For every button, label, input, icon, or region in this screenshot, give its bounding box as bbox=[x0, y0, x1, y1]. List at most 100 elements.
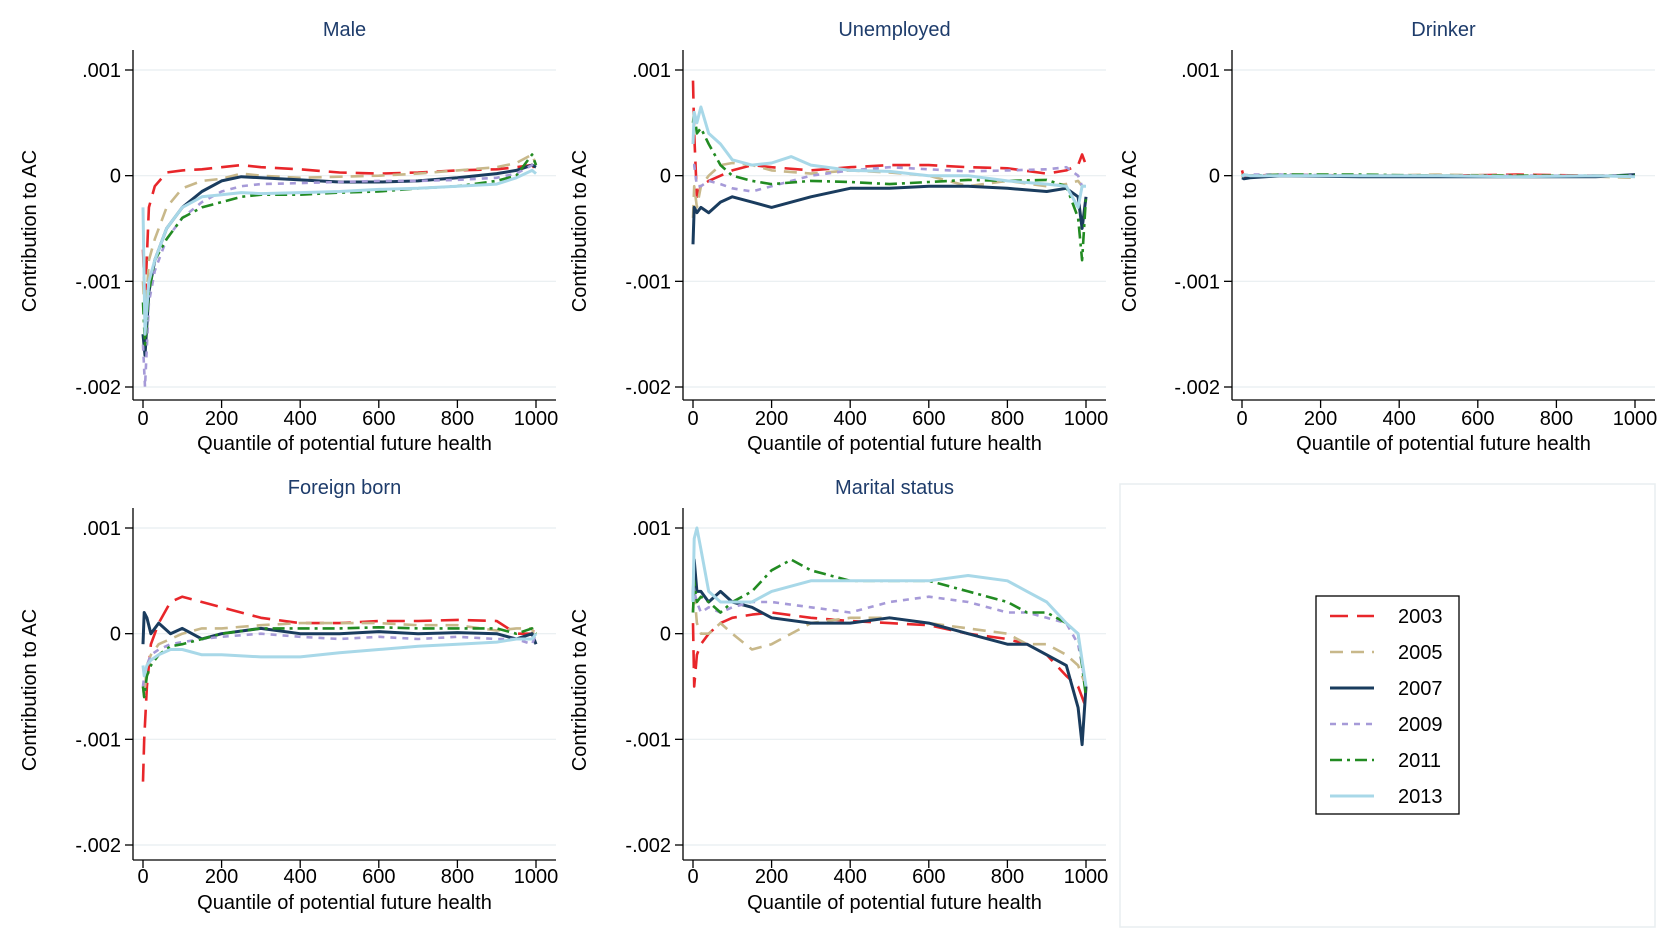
x-tick-label: 200 bbox=[1304, 408, 1337, 430]
series-line-2013 bbox=[691, 526, 1088, 687]
legend-label-2007: 2007 bbox=[1398, 678, 1443, 700]
y-axis-label: Contribution to AC bbox=[19, 609, 41, 771]
y-tick-label: -.002 bbox=[625, 835, 671, 857]
panel-foreign-born: -.002 -.001 0 .001 0 200 400 600 800 1000 Foreign … bbox=[19, 477, 558, 914]
legend-label-2013: 2013 bbox=[1398, 786, 1443, 808]
x-tick-label: 400 bbox=[834, 866, 867, 888]
x-tick-label: 800 bbox=[441, 866, 474, 888]
x-tick-label: 800 bbox=[991, 866, 1024, 888]
series-group bbox=[141, 153, 538, 389]
x-tick-label: 600 bbox=[362, 408, 395, 430]
x-tick-label: 800 bbox=[991, 408, 1024, 430]
y-tick-label: -.002 bbox=[75, 835, 121, 857]
legend-label-2009: 2009 bbox=[1398, 714, 1443, 736]
x-axis-label: Quantile of potential future health bbox=[1296, 433, 1591, 455]
legend: 2003 2005 2007 2009 2011 2013 bbox=[1119, 483, 1656, 928]
x-axis-label: Quantile of potential future health bbox=[197, 433, 492, 455]
series-line-2011 bbox=[141, 625, 538, 699]
y-tick-label: -.002 bbox=[1174, 377, 1220, 399]
y-tick-label: 0 bbox=[110, 624, 121, 646]
series-line-2007 bbox=[691, 558, 1088, 747]
y-tick-label: 0 bbox=[110, 166, 121, 188]
series-group bbox=[141, 595, 538, 782]
y-tick-label: 0 bbox=[660, 624, 671, 646]
x-tick-label: 800 bbox=[441, 408, 474, 430]
panel-title: Drinker bbox=[1411, 19, 1476, 41]
series-line-2009 bbox=[141, 632, 538, 687]
x-tick-label: 400 bbox=[284, 408, 317, 430]
y-tick-label: 0 bbox=[1209, 166, 1220, 188]
x-tick-label: 200 bbox=[205, 866, 238, 888]
series-line-2005 bbox=[691, 590, 1088, 687]
series-line-2005 bbox=[141, 621, 538, 699]
x-tick-label: 0 bbox=[687, 408, 698, 430]
y-tick-label: .001 bbox=[82, 60, 121, 82]
y-tick-label: .001 bbox=[82, 518, 121, 540]
series-line-2013 bbox=[691, 105, 1086, 209]
x-axis-label: Quantile of potential future health bbox=[197, 892, 492, 914]
panel-marital-status: -.002 -.001 0 .001 0 200 400 600 800 1000 Marital … bbox=[569, 477, 1108, 914]
series-line-2007 bbox=[691, 184, 1088, 245]
series-group bbox=[691, 526, 1088, 747]
x-tick-label: 200 bbox=[205, 408, 238, 430]
y-tick-label: -.001 bbox=[1174, 271, 1220, 293]
y-axis-label: Contribution to AC bbox=[19, 150, 41, 312]
series-group bbox=[1240, 170, 1636, 181]
panels: -.002 -.001 0 .001 0 200 400 600 800 1000 Male Quan… bbox=[19, 19, 1657, 914]
x-tick-label: 1000 bbox=[514, 408, 559, 430]
x-tick-label: 400 bbox=[1383, 408, 1416, 430]
series-line-2003 bbox=[691, 80, 1088, 199]
panel-drinker: -.002 -.001 0 .001 0 200 400 600 800 1000 Drinker Q… bbox=[1119, 19, 1657, 455]
x-tick-label: 600 bbox=[362, 866, 395, 888]
y-axis-label: Contribution to AC bbox=[569, 150, 591, 312]
y-tick-label: .001 bbox=[632, 518, 671, 540]
series-line-2013 bbox=[141, 632, 538, 678]
x-tick-label: 0 bbox=[137, 408, 148, 430]
y-tick-label: 0 bbox=[660, 166, 671, 188]
series-line-2003 bbox=[141, 163, 538, 304]
x-tick-label: 1000 bbox=[514, 866, 559, 888]
x-tick-label: 1000 bbox=[1613, 408, 1658, 430]
x-tick-label: 1000 bbox=[1064, 408, 1109, 430]
x-axis-label: Quantile of potential future health bbox=[747, 892, 1042, 914]
panel-title: Marital status bbox=[835, 477, 954, 499]
x-tick-label: 600 bbox=[912, 408, 945, 430]
x-tick-label: 400 bbox=[834, 408, 867, 430]
y-tick-label: -.001 bbox=[75, 271, 121, 293]
legend-box bbox=[1315, 595, 1460, 815]
x-tick-label: 1000 bbox=[1064, 866, 1109, 888]
y-tick-label: -.002 bbox=[625, 377, 671, 399]
y-tick-label: -.001 bbox=[625, 729, 671, 751]
panel-title: Unemployed bbox=[838, 19, 950, 41]
x-tick-label: 200 bbox=[755, 866, 788, 888]
y-tick-label: -.001 bbox=[625, 271, 671, 293]
series-line-2009 bbox=[141, 163, 538, 389]
legend-items: 2003 2005 2007 2009 2011 2013 bbox=[1330, 606, 1443, 808]
legend-label-2003: 2003 bbox=[1398, 606, 1443, 628]
x-tick-label: 0 bbox=[1236, 408, 1247, 430]
legend-label-2005: 2005 bbox=[1398, 642, 1443, 664]
x-tick-label: 600 bbox=[912, 866, 945, 888]
x-tick-label: 800 bbox=[1540, 408, 1573, 430]
y-axis-label: Contribution to AC bbox=[569, 609, 591, 771]
series-line-2005 bbox=[141, 153, 538, 325]
panel-male: -.002 -.001 0 .001 0 200 400 600 800 1000 Male Quan… bbox=[19, 19, 558, 455]
series-line-2013 bbox=[141, 168, 537, 336]
x-axis-label: Quantile of potential future health bbox=[747, 433, 1042, 455]
x-tick-label: 400 bbox=[284, 866, 317, 888]
series-group bbox=[691, 80, 1088, 262]
x-tick-label: 200 bbox=[755, 408, 788, 430]
legend-label-2011: 2011 bbox=[1398, 750, 1441, 772]
series-line-2003 bbox=[141, 595, 538, 782]
y-tick-label: -.002 bbox=[75, 377, 121, 399]
y-tick-label: .001 bbox=[632, 60, 671, 82]
series-line-2009 bbox=[692, 163, 1086, 193]
panel-title: Foreign born bbox=[288, 477, 401, 499]
series-line-2011 bbox=[691, 558, 1088, 698]
series-line-2013 bbox=[1240, 173, 1636, 179]
series-line-2007 bbox=[141, 611, 538, 645]
panel-unemployed: -.002 -.001 0 .001 0 200 400 600 800 1000 Unemploy… bbox=[569, 19, 1108, 455]
panel-title: Male bbox=[323, 19, 366, 41]
y-tick-label: -.001 bbox=[75, 729, 121, 751]
